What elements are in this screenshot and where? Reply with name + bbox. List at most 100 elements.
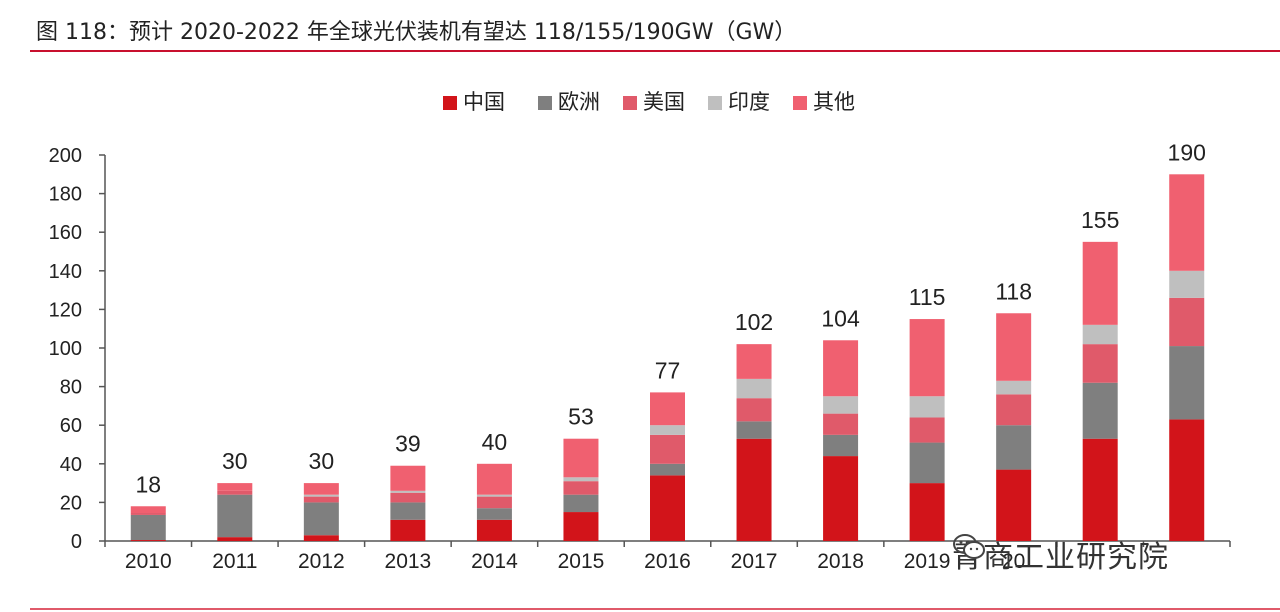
y-tick-label: 200 (49, 145, 82, 167)
bar-segment (303, 502, 339, 536)
x-tick-label: 2014 (471, 550, 518, 573)
bar-segment (390, 490, 426, 493)
bar-segment (909, 483, 945, 541)
legend-label: 印度 (728, 90, 770, 114)
bar-segment (1169, 346, 1205, 420)
bar-segment (1169, 297, 1205, 347)
x-tick-label: 20 (1002, 550, 1025, 573)
bottom-divider (30, 608, 1280, 610)
bar-segment (1082, 324, 1118, 345)
bar-segment (650, 392, 685, 426)
x-tick-label: 2018 (817, 550, 864, 573)
bar-segment (823, 396, 859, 414)
bar-segment (563, 438, 599, 478)
bar-segment (217, 537, 253, 541)
bar-segment (217, 490, 253, 495)
data-label: 39 (395, 431, 421, 457)
bar-segment (823, 456, 859, 541)
bar-segment (1082, 438, 1118, 541)
bar-segment (1169, 419, 1205, 541)
chart-title: 图 118：预计 2020-2022 年全球光伏装机有望达 118/155/19… (36, 20, 797, 45)
y-tick-label: 80 (60, 377, 82, 399)
bar-segment (303, 494, 339, 497)
bar-segment (130, 514, 166, 541)
data-label: 40 (482, 429, 508, 455)
bar-segment (563, 477, 599, 482)
bar-segment (1169, 174, 1205, 271)
bar-segment (476, 496, 512, 509)
bar-segment (217, 483, 253, 491)
bar-segment (996, 469, 1032, 541)
bar-segment (650, 475, 685, 541)
bar-segment (909, 319, 945, 397)
bar-segment (1169, 270, 1205, 298)
bar-segment (736, 344, 772, 379)
bar-segment (563, 481, 599, 495)
x-tick-label: 2017 (731, 550, 778, 573)
bar-segment (736, 438, 772, 541)
data-label: 77 (655, 357, 681, 383)
legend-swatch (623, 96, 637, 110)
bar-segment (130, 513, 166, 515)
bar-segment (909, 442, 945, 484)
bar-segment (476, 494, 512, 497)
y-tick-label: 60 (60, 415, 82, 437)
data-label: 18 (135, 471, 161, 497)
bar-segment (476, 519, 512, 541)
bar-segment (996, 380, 1032, 395)
x-tick-label: 2011 (212, 550, 257, 573)
y-tick-label: 40 (60, 454, 82, 476)
data-label: 190 (1168, 139, 1206, 165)
bar-segment (476, 508, 512, 520)
bar-segment (390, 519, 426, 541)
bar-segment (217, 494, 253, 538)
bar-segment (650, 425, 685, 435)
bar-segment (996, 425, 1032, 470)
bar-segment (390, 465, 426, 491)
bar-segment (996, 313, 1032, 381)
x-tick-label: 2015 (558, 550, 605, 573)
y-tick-label: 160 (49, 222, 82, 244)
legend-label: 中国 (463, 90, 505, 114)
bar-segment (130, 506, 166, 514)
title-divider (30, 50, 1280, 52)
bar-segment (1082, 382, 1118, 439)
bar-segment (736, 398, 772, 422)
data-label: 115 (909, 284, 946, 310)
bar-segment (390, 502, 426, 520)
bar-segment (823, 340, 859, 397)
data-label: 104 (821, 305, 860, 331)
x-tick-label: 2016 (644, 550, 691, 573)
bar-segment (909, 417, 945, 443)
bar-segment (303, 483, 339, 495)
y-tick-label: 180 (49, 184, 82, 206)
legend-label: 欧洲 (558, 90, 600, 114)
legend-swatch (538, 96, 552, 110)
y-tick-label: 120 (49, 299, 82, 321)
bar-segment (736, 378, 772, 399)
watermark-text: 青商工业研究院 (952, 540, 1169, 575)
y-tick-label: 100 (49, 338, 82, 360)
legend-label: 其他 (813, 90, 855, 114)
bar-segment (650, 434, 685, 464)
bar-segment (563, 512, 599, 541)
x-tick-label: 2019 (904, 550, 951, 573)
y-tick-label: 0 (71, 531, 82, 553)
x-tick-label: 2013 (385, 550, 432, 573)
y-tick-label: 20 (60, 492, 82, 514)
x-tick-label: 2012 (298, 550, 345, 573)
data-label: 102 (735, 309, 773, 335)
bar-segment (909, 396, 945, 418)
legend-swatch (708, 96, 722, 110)
bar-segment (1082, 344, 1118, 383)
bar-segment (390, 492, 426, 503)
y-tick-label: 140 (49, 261, 82, 283)
bar-segment (563, 494, 599, 513)
data-label: 118 (995, 278, 1032, 304)
legend-swatch (793, 96, 807, 110)
data-label: 30 (222, 448, 248, 474)
bar-segment (823, 434, 859, 457)
data-label: 30 (309, 448, 335, 474)
bar-segment (476, 463, 512, 495)
